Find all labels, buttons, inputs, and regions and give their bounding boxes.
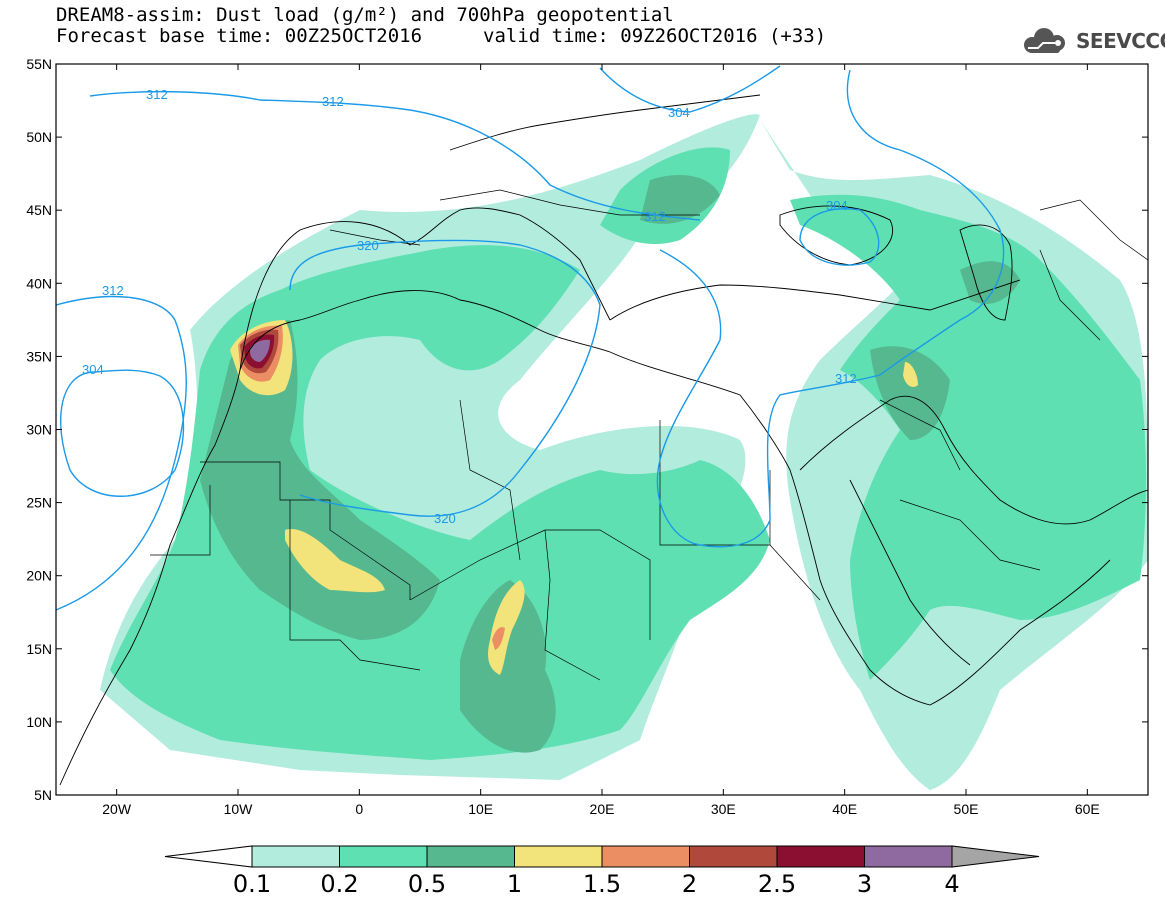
time-info: Forecast base time: 00Z25OCT2016 valid t… [56,25,826,91]
legend-level-label: 0.1 [232,870,272,898]
lon-tick-label: 10E [468,801,493,817]
colorbar-swatch [514,845,603,868]
colorbar-swatch [601,845,690,868]
colorbar-swatch [426,845,515,868]
dust-level-3 [250,339,270,362]
lat-tick-label: 40N [26,275,52,291]
lat-tick-label: 5N [34,787,52,803]
lon-tick-label: 30E [711,801,736,817]
legend-level-label: 2 [681,870,698,898]
lat-tick-label: 30N [26,422,52,438]
valid-time: valid time: 09Z26OCT2016 (+33) [483,25,827,47]
contour-label: 312 [102,283,124,298]
lon-tick-label: 40E [832,801,857,817]
lat-tick-label: 50N [26,129,52,145]
dust-field [100,114,1148,790]
legend-level-label: 2.5 [757,870,797,898]
legend-level-label: 3 [856,870,873,898]
base-time: Forecast base time: 00Z25OCT2016 [56,25,423,47]
lat-tick-label: 35N [26,348,52,364]
lon-tick-label: 50E [954,801,979,817]
latitude-axis: 5N 10N 15N 20N 25N 30N 35N 40N 45N 50N 55N [26,56,1148,803]
lon-tick-label: 20W [102,801,132,817]
lon-tick-label: 0 [355,801,363,817]
cloud-icon [1024,28,1065,53]
colorbar [164,845,1040,868]
colorbar-under [164,845,253,868]
legend-level-label: 1.5 [582,870,622,898]
map-title: DREAM8-assim: Dust load (g/m²) and 700hP… [56,4,674,26]
legend-level-label: 4 [944,870,960,898]
lon-tick-label: 10W [224,801,254,817]
colorbar-swatch [689,845,778,868]
colorbar-over [951,845,1040,868]
lat-tick-label: 25N [26,495,52,511]
colorbar-swatch [339,845,428,868]
colorbar-swatch [864,845,953,868]
legend-level-label: 1 [506,870,523,898]
contour-label: 312 [644,209,666,224]
contour-label: 320 [434,511,456,526]
coastlines [59,94,1148,786]
contour-label: 304 [826,198,848,213]
colorbar-swatch [251,845,340,868]
logo-text: SEEVCCC [1076,29,1165,53]
contour-label: 312 [146,87,168,102]
longitude-axis: 20W 10W 0 10E 20E 30E 40E 50E 60E [102,64,1100,817]
lat-tick-label: 15N [26,641,52,657]
lat-tick-label: 20N [26,568,52,584]
geopotential-contours [56,65,1005,611]
legend-level-label: 0.5 [407,870,447,898]
legend-level-label: 0.2 [320,870,359,898]
contour-labels: 312 312 304 320 312 312 304 320 304 312 [82,87,857,526]
lat-tick-label: 45N [26,202,52,218]
seevccc-logo: SEEVCCC [1018,26,1165,56]
colorbar-swatch [776,845,865,868]
contour-label: 304 [668,105,690,120]
lat-tick-label: 55N [26,56,52,72]
contour-label: 312 [322,94,344,109]
contour-label: 312 [835,371,857,386]
contour-label: 304 [82,362,104,377]
contour-label: 320 [357,238,379,253]
dust-level-0-5 [200,175,1020,753]
lat-tick-label: 10N [26,714,52,730]
lon-tick-label: 60E [1075,801,1100,817]
lon-tick-label: 20E [590,801,615,817]
